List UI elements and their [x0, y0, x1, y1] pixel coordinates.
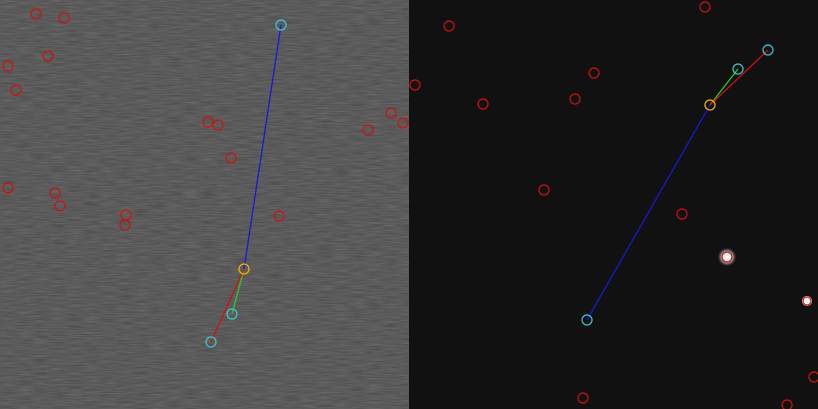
detection [808, 371, 818, 383]
detection [2, 182, 14, 194]
match-line [586, 104, 711, 321]
detection [443, 20, 455, 32]
detection [49, 187, 61, 199]
detection [721, 251, 733, 263]
detection [477, 98, 489, 110]
detection [577, 392, 589, 404]
match-point [226, 308, 238, 320]
match-line [243, 24, 282, 270]
anchor-point [704, 99, 716, 111]
bright-star [802, 296, 812, 306]
match-line [231, 268, 245, 315]
match-point [275, 19, 287, 31]
bright-star [717, 247, 737, 267]
detection [2, 60, 14, 72]
match-point [581, 314, 593, 326]
detection [10, 84, 22, 96]
detection [58, 12, 70, 24]
detection [385, 107, 397, 119]
detection [225, 152, 237, 164]
right-background [409, 0, 818, 409]
detection [397, 117, 409, 129]
detection [781, 399, 793, 409]
left-image [0, 0, 409, 409]
match-line [709, 49, 769, 106]
detection [409, 79, 421, 91]
detection [699, 1, 711, 13]
right-detections [409, 1, 818, 409]
detection [30, 8, 42, 20]
match-line [709, 68, 739, 106]
detection [54, 200, 66, 212]
detection [212, 119, 224, 131]
anchor-point [238, 263, 250, 275]
left-detections [2, 8, 409, 348]
detection [202, 116, 214, 128]
match-point [732, 63, 744, 75]
detection [362, 124, 374, 136]
detection [538, 184, 550, 196]
left-noise [0, 0, 409, 409]
match-point [205, 336, 217, 348]
detection [42, 50, 54, 62]
detection [676, 208, 688, 220]
detection [273, 210, 285, 222]
detection [802, 296, 812, 306]
right-image [409, 0, 818, 409]
detection [119, 219, 131, 231]
detection [588, 67, 600, 79]
match-line [210, 268, 245, 343]
match-point [762, 44, 774, 56]
detection [569, 93, 581, 105]
